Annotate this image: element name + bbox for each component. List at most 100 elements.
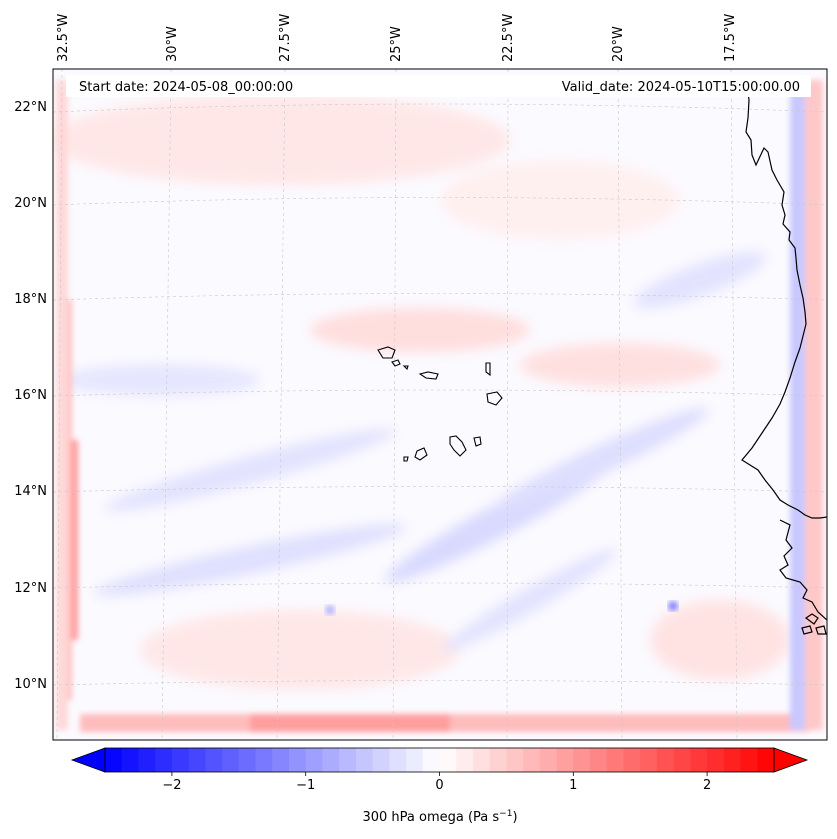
colorbar-segment — [406, 748, 424, 772]
santa-luzia — [402, 365, 409, 371]
senegal-gambia-coast — [779, 519, 827, 621]
colorbar-segment — [590, 748, 608, 772]
colorbar-segment — [673, 748, 691, 772]
colorbar-tick-label: −1 — [296, 778, 315, 793]
colorbar-segment — [255, 748, 273, 772]
maio — [473, 436, 482, 447]
colorbar-segment — [757, 748, 775, 772]
colorbar-segment — [389, 748, 407, 772]
colorbar-segment — [105, 748, 123, 772]
date-banner — [66, 75, 811, 97]
colorbar-segment — [222, 748, 240, 772]
east-boundary — [790, 80, 806, 730]
colorbar-segment — [656, 748, 675, 772]
lat-label: 16°N — [14, 388, 47, 403]
lat-label: 18°N — [14, 292, 47, 307]
omega-positive-area-north — [53, 95, 510, 185]
colorbar-segment — [272, 748, 290, 772]
colorbar-segment — [523, 748, 541, 772]
colorbar-tick-label: 1 — [569, 778, 577, 793]
africa-coast — [741, 84, 827, 519]
colorbar-segment — [707, 748, 725, 772]
colorbar-segment — [606, 748, 625, 772]
lat-label: 22°N — [14, 100, 47, 115]
cape-verde-islands — [377, 346, 503, 462]
coastline — [741, 84, 827, 635]
colorbar-segment — [288, 748, 307, 772]
lon-label: 32.5°W — [56, 14, 71, 62]
brava — [403, 456, 409, 462]
lon-label: 17.5°W — [723, 14, 738, 62]
colorbar-tick-label: −2 — [162, 778, 181, 793]
colorbar-segment — [623, 748, 641, 772]
colorbar-label: 300 hPa omega (Pa s−1) — [362, 809, 517, 825]
omega-positive-area-ne — [440, 160, 680, 240]
colorbar-segment — [372, 748, 390, 772]
colorbar-segment — [339, 748, 357, 772]
valid-date-label: Valid_date: 2024-05-10T15:00:00.00 — [562, 80, 800, 95]
colorbar-segment — [539, 748, 558, 772]
colorbar-segment — [205, 748, 223, 772]
small-negative-spot — [668, 601, 678, 611]
boa-vista — [486, 391, 503, 406]
colorbar-segment — [640, 748, 658, 772]
colorbar-ticks: −2 −1 0 1 2 — [162, 772, 711, 793]
omega-negative-streak-3 — [105, 428, 395, 512]
omega-positive-area-se — [650, 600, 790, 680]
colorbar-max-extend — [773, 747, 809, 773]
colorbar-segment — [439, 748, 457, 772]
colorbar-segment — [121, 748, 140, 772]
colorbar: −2 −1 0 1 2 300 hPa omega (Pa s−1) — [70, 747, 809, 825]
santo-antao — [377, 346, 396, 359]
sao-nicolau — [418, 371, 439, 380]
colorbar-segment — [171, 748, 190, 772]
omega-positive-area-center — [310, 308, 530, 352]
colorbar-segment — [690, 748, 708, 772]
bissagos-islands — [801, 613, 827, 635]
lat-label: 20°N — [14, 196, 47, 211]
santiago — [449, 435, 467, 457]
start-date-label: Start date: 2024-05-08_00:00:00 — [79, 80, 293, 95]
colorbar-tick-label: 2 — [703, 778, 711, 793]
colorbar-segment — [238, 748, 257, 772]
lon-label: 25°W — [389, 26, 404, 62]
omega-negative-streak-4 — [93, 524, 407, 596]
colorbar-segment — [138, 748, 156, 772]
omega-negative-streak-7 — [60, 364, 260, 396]
colorbar-segment — [305, 748, 324, 772]
colorbar-segment — [556, 748, 574, 772]
lat-label: 10°N — [14, 677, 47, 692]
colorbar-segment — [489, 748, 508, 772]
colorbar-segment — [723, 748, 742, 772]
omega-negative-streak-2 — [491, 407, 709, 513]
omega-negative-streak-6 — [633, 251, 767, 309]
lon-label: 22.5°W — [501, 14, 516, 62]
map-frame — [52, 68, 828, 741]
colorbar-segments — [105, 748, 775, 772]
colorbar-segment — [188, 748, 206, 772]
omega-field — [53, 95, 790, 690]
sao-vicente — [391, 359, 401, 367]
omega-negative-streak-5 — [443, 548, 617, 652]
omega-positive-area-south — [140, 610, 460, 690]
colorbar-segment — [472, 748, 491, 772]
lon-label: 27.5°W — [278, 14, 293, 62]
fogo — [414, 447, 428, 461]
colorbar-segment — [740, 748, 758, 772]
colorbar-segment — [355, 748, 374, 772]
colorbar-segment — [573, 748, 591, 772]
small-negative-spot-2 — [325, 605, 335, 615]
colorbar-tick-label: 0 — [435, 778, 443, 793]
longitude-labels: 32.5°W 30°W 27.5°W 25°W 22.5°W 20°W 17.5… — [56, 14, 738, 62]
lat-label: 14°N — [14, 484, 47, 499]
lon-label: 20°W — [611, 26, 626, 62]
lat-label: 12°N — [14, 581, 47, 596]
graticule — [53, 69, 827, 740]
latitude-labels: 22°N 20°N 18°N 16°N 14°N 12°N 10°N — [14, 100, 47, 692]
lon-label: 30°W — [165, 26, 180, 62]
map-panel — [53, 69, 827, 740]
sal — [485, 362, 491, 377]
colorbar-segment — [155, 748, 173, 772]
colorbar-segment — [456, 748, 474, 772]
